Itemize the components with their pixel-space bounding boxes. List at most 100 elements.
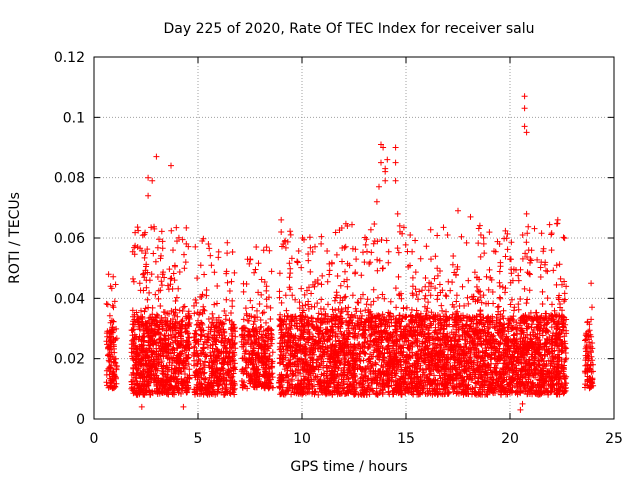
data-point	[148, 271, 155, 278]
data-point	[109, 302, 116, 309]
chart-title: Day 225 of 2020, Rate Of TEC Index for r…	[163, 21, 534, 37]
data-point	[185, 361, 192, 368]
data-point	[111, 345, 117, 352]
data-point	[140, 270, 147, 277]
data-point	[105, 352, 112, 358]
data-point	[111, 385, 117, 392]
data-point	[140, 271, 146, 278]
data-point	[148, 224, 155, 231]
data-point	[167, 281, 174, 288]
data-point	[155, 295, 162, 302]
data-point	[158, 252, 164, 259]
data-point	[184, 321, 191, 328]
data-point	[183, 240, 190, 247]
data-point	[144, 246, 151, 253]
data-point	[107, 319, 114, 326]
data-point	[112, 281, 119, 288]
data-point	[109, 339, 116, 346]
data-point	[166, 366, 173, 373]
data-point	[156, 236, 162, 243]
data-point	[182, 371, 188, 377]
data-point	[173, 224, 180, 231]
data-point	[152, 258, 159, 265]
data-point	[142, 348, 149, 355]
data-point	[111, 356, 118, 363]
data-point	[166, 266, 173, 273]
data-point	[181, 265, 188, 272]
data-point	[152, 291, 159, 298]
data-point	[148, 316, 155, 323]
data-point	[104, 333, 111, 340]
data-point	[107, 328, 114, 335]
data-point	[166, 359, 173, 366]
data-point	[177, 357, 184, 364]
data-point	[173, 294, 180, 301]
data-point	[161, 332, 168, 339]
data-point	[155, 326, 162, 333]
data-point	[154, 274, 161, 280]
data-point	[170, 270, 177, 277]
data-point	[146, 277, 153, 284]
data-point	[169, 347, 176, 354]
data-point	[146, 289, 153, 296]
data-point	[180, 304, 187, 311]
data-point	[136, 372, 143, 379]
data-point	[129, 307, 136, 314]
data-point	[154, 244, 161, 251]
data-point	[176, 307, 183, 314]
data-point	[161, 274, 168, 281]
data-point	[156, 330, 163, 337]
data-point	[171, 391, 177, 398]
data-point	[113, 375, 119, 382]
data-point	[144, 296, 151, 303]
data-point	[130, 371, 137, 378]
data-point	[181, 251, 187, 258]
data-point	[157, 303, 164, 309]
data-point	[180, 364, 187, 371]
data-point	[137, 347, 144, 354]
data-point	[183, 224, 190, 231]
data-point	[153, 311, 160, 318]
data-point	[110, 273, 117, 280]
data-point	[141, 274, 148, 281]
data-point	[171, 277, 178, 284]
data-point	[108, 340, 115, 346]
data-point	[138, 307, 144, 314]
data-point	[183, 360, 190, 367]
data-point	[159, 282, 165, 289]
data-point	[106, 371, 113, 378]
data-point	[170, 309, 177, 315]
data-point	[181, 303, 188, 310]
data-point	[175, 285, 182, 292]
data-point	[145, 371, 152, 378]
data-point	[175, 234, 182, 241]
data-point	[104, 328, 111, 335]
data-point	[147, 325, 154, 332]
data-point	[134, 224, 141, 231]
data-point	[103, 300, 110, 307]
data-point	[172, 298, 179, 304]
data-point	[104, 301, 111, 308]
data-point	[186, 376, 193, 382]
data-point	[174, 238, 180, 245]
data-point	[162, 371, 169, 378]
data-points	[103, 93, 597, 413]
data-point	[158, 228, 165, 235]
data-point	[105, 345, 111, 352]
data-point	[175, 367, 182, 374]
data-point	[111, 359, 118, 366]
data-point	[159, 238, 166, 245]
data-point	[164, 282, 171, 289]
data-point	[186, 366, 193, 373]
data-point	[179, 308, 186, 314]
data-point	[145, 354, 152, 361]
data-point	[143, 284, 150, 291]
data-point	[106, 351, 113, 357]
data-point	[103, 379, 110, 386]
data-point	[150, 250, 157, 257]
data-point	[179, 236, 186, 243]
data-point	[130, 278, 137, 285]
data-point	[110, 358, 117, 365]
data-point	[134, 380, 141, 387]
